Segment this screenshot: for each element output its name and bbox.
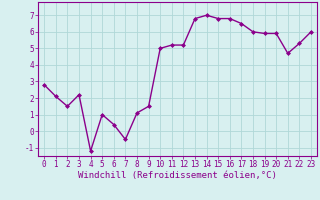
X-axis label: Windchill (Refroidissement éolien,°C): Windchill (Refroidissement éolien,°C) bbox=[78, 171, 277, 180]
